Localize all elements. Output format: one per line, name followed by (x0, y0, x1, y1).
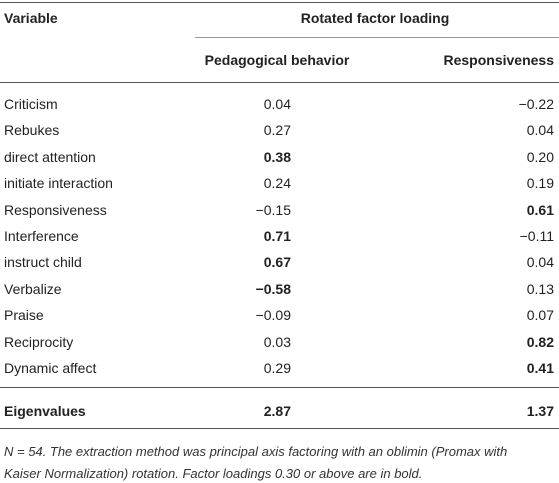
cell: 0.20 (526, 148, 554, 165)
rule (0, 2, 559, 3)
cell: 2.87 (263, 403, 291, 419)
cell: 1.37 (526, 403, 554, 419)
row-label: Responsiveness (4, 201, 107, 218)
cell: 0.67 (263, 254, 291, 271)
note: Kaiser Normalization) rotation. Factor l… (4, 466, 423, 481)
cell: 0.04 (263, 96, 291, 112)
cell: 0.29 (263, 360, 291, 376)
cell: 0.19 (526, 175, 554, 192)
cell: −0.09 (255, 307, 291, 324)
cell: 0.04 (526, 122, 554, 139)
rule (0, 82, 559, 83)
row-label: direct attention (4, 148, 96, 165)
rule (0, 428, 559, 429)
row-label: initiate interaction (4, 175, 113, 192)
note: N = 54. The extraction method was princi… (4, 444, 508, 459)
header-group: Rotated factor loading (300, 10, 450, 26)
cell: 0.71 (263, 228, 291, 244)
cell: 0.61 (526, 201, 554, 218)
cell: 0.27 (263, 122, 291, 139)
rule (0, 387, 559, 388)
row-label: Interference (4, 228, 79, 244)
cell: 0.38 (263, 148, 291, 165)
row-label: Praise (4, 307, 44, 324)
cell: 0.13 (526, 280, 554, 297)
cell: 0.07 (526, 307, 554, 324)
cell: 0.82 (526, 333, 554, 350)
header-variable: Variable (4, 10, 58, 26)
cell: 0.41 (526, 360, 554, 376)
cell: 0.04 (526, 254, 554, 271)
rule (195, 37, 559, 38)
row-label: Rebukes (4, 122, 60, 139)
row-label: Eigenvalues (4, 403, 86, 419)
cell: 0.24 (263, 175, 291, 192)
cell: −0.22 (518, 96, 554, 112)
cell: 0.03 (263, 333, 291, 350)
cell: −0.11 (519, 228, 554, 244)
cell: −0.15 (255, 201, 291, 218)
row-label: instruct child (4, 254, 82, 271)
column-header: Pedagogical behavior (204, 52, 350, 68)
row-label: Verbalize (4, 280, 62, 297)
column-header: Responsiveness (443, 52, 555, 68)
cell: −0.58 (255, 280, 291, 297)
row-label: Reciprocity (4, 333, 74, 350)
row-label: Dynamic affect (4, 360, 97, 376)
row-label: Criticism (4, 96, 58, 112)
